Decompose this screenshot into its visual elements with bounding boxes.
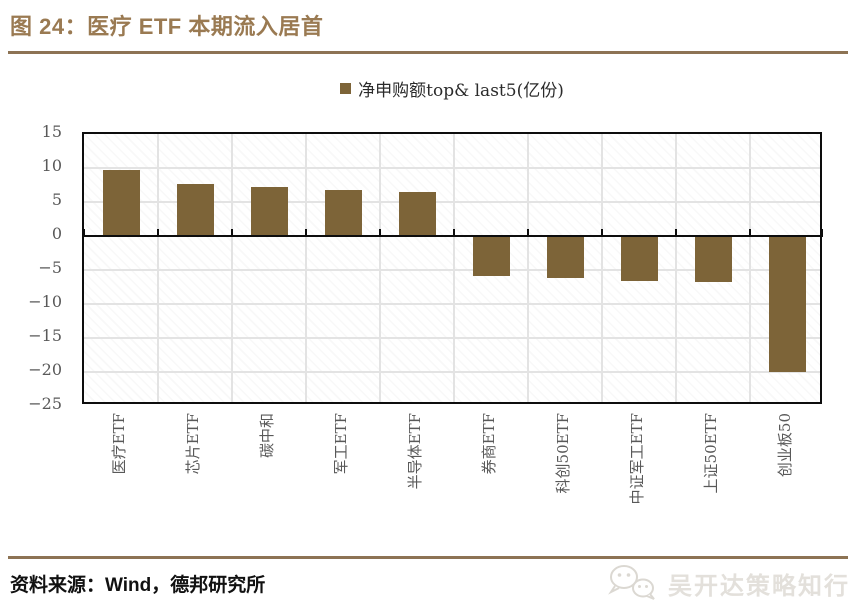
vertical-gridline — [231, 134, 233, 402]
legend-swatch — [340, 82, 352, 94]
category-tick-mark — [305, 229, 307, 237]
x-category-label: 券商ETF — [480, 413, 498, 475]
bar-军工ETF — [324, 190, 362, 236]
bar-碳中和 — [250, 187, 288, 236]
category-tick-mark — [749, 229, 751, 237]
legend-label: 净申购额top& last5(亿份) — [358, 80, 564, 101]
y-tick-label: 0 — [51, 224, 62, 243]
footer-divider — [8, 556, 848, 559]
horizontal-gridline — [84, 337, 820, 339]
y-tick-label: −15 — [28, 326, 62, 345]
vertical-gridline — [675, 134, 677, 402]
figure-title: 图 24：医疗 ETF 本期流入居首 — [10, 14, 324, 39]
title-divider — [8, 51, 848, 54]
chart-legend: 净申购额top& last5(亿份) — [82, 76, 822, 101]
horizontal-gridline — [84, 201, 820, 203]
bar-芯片ETF — [176, 183, 214, 236]
wechat-icon — [608, 565, 655, 600]
vertical-gridline — [749, 134, 751, 402]
x-category-label: 碳中和 — [258, 413, 276, 459]
watermark: 吴开达策略知行 — [606, 563, 850, 603]
vertical-gridline — [379, 134, 381, 402]
category-tick-mark — [601, 229, 603, 237]
x-category-label: 半导体ETF — [406, 413, 424, 490]
bar-医疗ETF — [102, 170, 140, 236]
x-category-label: 科创50ETF — [554, 413, 572, 494]
category-tick-mark — [527, 229, 529, 237]
y-tick-label: −10 — [28, 292, 62, 311]
x-category-label: 上证50ETF — [702, 413, 720, 494]
horizontal-gridline — [84, 303, 820, 305]
plot-area — [82, 132, 823, 404]
vertical-gridline — [527, 134, 529, 402]
bar-上证50ETF — [694, 236, 732, 283]
category-tick-mark — [379, 229, 381, 237]
y-tick-label: −20 — [28, 360, 62, 379]
bar-科创50ETF — [546, 236, 584, 279]
source-note: 资料来源：Wind，德邦研究所 — [10, 575, 266, 596]
x-category-label: 医疗ETF — [110, 413, 128, 475]
bar-半导体ETF — [398, 191, 436, 236]
watermark-text: 吴开达策略知行 — [668, 572, 850, 600]
x-category-label: 芯片ETF — [184, 413, 202, 475]
vertical-gridline — [305, 134, 307, 402]
y-tick-label: 10 — [41, 156, 62, 175]
y-tick-label: −5 — [38, 258, 62, 277]
x-category-label: 创业板50 — [776, 413, 794, 478]
bar-中证军工ETF — [620, 236, 658, 281]
bar-创业板50 — [768, 236, 806, 372]
vertical-gridline — [601, 134, 603, 402]
vertical-gridline — [453, 134, 455, 402]
zero-axis-line — [82, 234, 822, 238]
vertical-gridline — [157, 134, 159, 402]
x-category-label: 军工ETF — [332, 413, 350, 475]
x-category-label: 中证军工ETF — [628, 413, 646, 505]
y-tick-label: −25 — [28, 394, 62, 413]
horizontal-gridline — [84, 371, 820, 373]
category-tick-mark — [83, 229, 85, 237]
horizontal-gridline — [84, 269, 820, 271]
y-tick-label: 15 — [41, 122, 62, 141]
y-tick-label: 5 — [51, 190, 62, 209]
category-tick-mark — [675, 229, 677, 237]
category-tick-mark — [231, 229, 233, 237]
category-tick-mark — [453, 229, 455, 237]
horizontal-gridline — [84, 167, 820, 169]
category-tick-mark — [821, 229, 823, 237]
category-tick-mark — [157, 229, 159, 237]
bar-券商ETF — [472, 236, 510, 277]
